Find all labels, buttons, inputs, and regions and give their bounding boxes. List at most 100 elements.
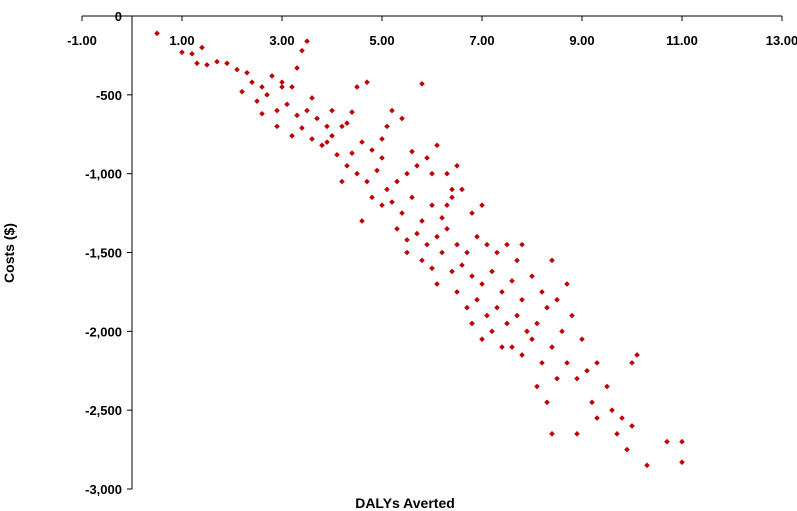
data-point — [329, 133, 335, 139]
data-point — [379, 155, 385, 161]
data-point — [449, 194, 455, 201]
data-point — [484, 312, 490, 319]
data-point — [439, 215, 445, 221]
data-point — [594, 360, 600, 366]
data-point — [289, 133, 295, 139]
x-tick-label: 7.00 — [469, 33, 494, 48]
data-point — [334, 151, 340, 158]
data-point — [479, 281, 485, 287]
data-point — [419, 257, 425, 264]
data-point — [459, 186, 465, 193]
y-tick-label: -1,000 — [85, 167, 122, 182]
data-point — [509, 278, 515, 284]
data-point — [304, 38, 310, 45]
data-point — [574, 375, 580, 382]
data-point — [504, 320, 510, 327]
data-point — [524, 328, 530, 335]
data-point — [619, 415, 625, 421]
data-point — [274, 123, 280, 130]
data-point — [564, 281, 570, 287]
data-point — [424, 241, 430, 248]
data-point — [329, 107, 335, 114]
data-point — [399, 115, 405, 122]
data-point — [464, 249, 470, 256]
data-point — [479, 202, 485, 208]
data-point — [444, 202, 450, 208]
data-point — [394, 178, 400, 185]
data-point — [254, 98, 260, 104]
data-point — [539, 289, 545, 295]
data-point — [574, 431, 580, 437]
data-point — [454, 162, 460, 169]
data-point — [359, 139, 365, 145]
data-point — [199, 44, 205, 51]
data-point — [519, 297, 525, 303]
data-point — [284, 101, 290, 108]
data-point — [544, 399, 550, 406]
data-point — [194, 60, 200, 67]
data-point — [629, 423, 635, 429]
data-point — [319, 142, 325, 149]
data-point — [509, 344, 515, 350]
x-tick-label: 13.00 — [766, 33, 797, 48]
data-point — [554, 375, 560, 382]
data-point — [549, 257, 555, 264]
data-point — [429, 265, 435, 272]
data-point — [564, 360, 570, 366]
data-point — [489, 268, 495, 275]
data-point — [434, 281, 440, 287]
x-tick-label: -1.00 — [67, 33, 97, 48]
data-point — [434, 142, 440, 149]
data-point — [394, 226, 400, 232]
data-point — [579, 336, 585, 343]
data-point — [404, 170, 410, 177]
y-tick-label: -1,500 — [85, 246, 122, 261]
data-point — [354, 84, 360, 90]
x-axis-title: DALYs Averted — [355, 495, 455, 511]
data-point — [529, 336, 535, 343]
data-point — [469, 210, 475, 216]
data-point — [644, 462, 650, 469]
data-point — [679, 438, 685, 445]
x-tick-label: 9.00 — [569, 33, 594, 48]
y-axis-title: Costs ($) — [1, 223, 17, 283]
data-point — [449, 268, 455, 275]
y-tick-label: -3,000 — [85, 482, 122, 497]
data-point — [269, 73, 275, 79]
data-point — [314, 115, 320, 122]
data-point — [389, 199, 395, 205]
data-point — [514, 257, 520, 264]
data-point — [239, 88, 245, 95]
data-point — [274, 107, 280, 114]
data-point — [624, 446, 630, 453]
data-point — [259, 110, 265, 117]
data-point — [679, 459, 685, 465]
data-point — [404, 249, 410, 256]
data-point — [469, 273, 475, 279]
data-point — [499, 289, 505, 295]
data-point — [234, 66, 240, 73]
data-point — [634, 352, 640, 358]
data-point — [389, 107, 395, 114]
data-point — [294, 112, 300, 119]
data-point — [384, 186, 390, 193]
data-point — [309, 95, 315, 101]
data-point — [494, 249, 500, 256]
data-point — [444, 226, 450, 232]
data-point — [374, 167, 380, 174]
data-point — [569, 312, 575, 319]
data-point — [534, 383, 540, 390]
data-point — [554, 297, 560, 303]
y-tick-label: 0 — [115, 9, 122, 24]
data-point — [429, 170, 435, 177]
data-point — [299, 125, 305, 131]
data-point — [664, 438, 670, 445]
data-point — [214, 58, 220, 65]
data-point — [344, 120, 350, 127]
data-point — [419, 80, 425, 87]
axes: 0 -500 -1,000 -1,500 -2,000 -2,500 -3,000 -1.00… — [67, 9, 797, 497]
data-point — [339, 123, 345, 130]
data-point — [609, 407, 615, 413]
data-point — [364, 79, 370, 86]
